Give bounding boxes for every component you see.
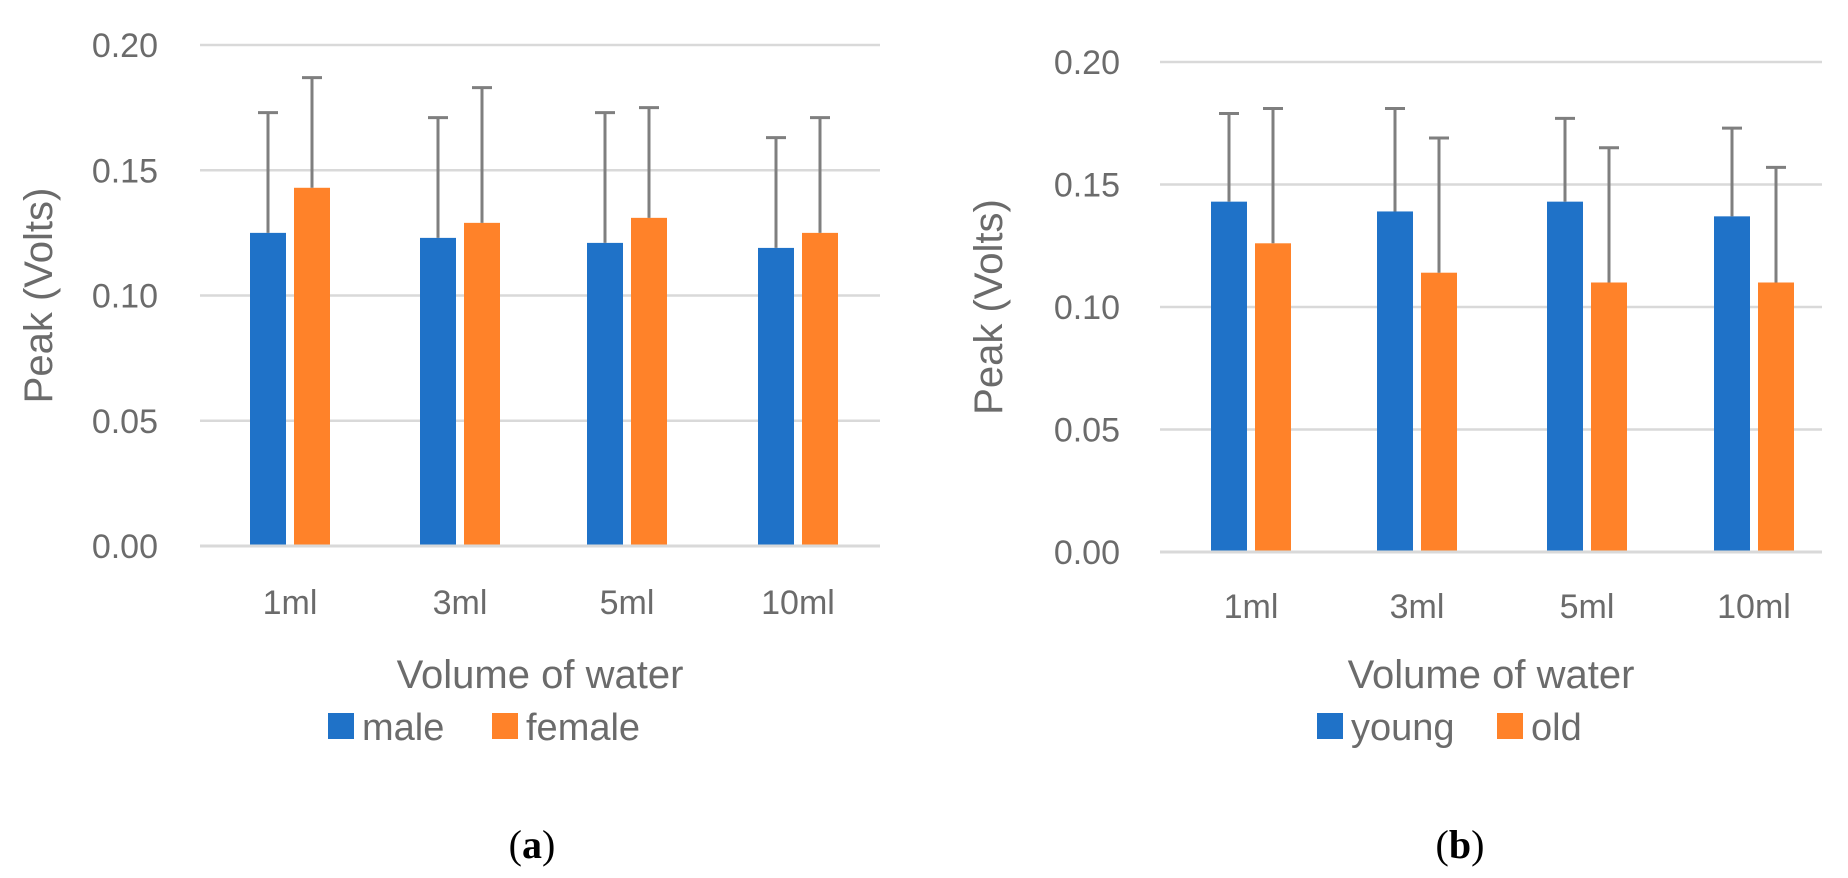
legend-label-young: young [1351,707,1455,749]
x-tick-label: 10ml [1717,588,1791,626]
y-tick-label: 0.00 [92,528,158,566]
bar-male [250,232,286,546]
panel-label-open: ( [1436,822,1449,867]
legend-label-male: male [362,707,444,749]
chart-panel-b: 0.00 0.05 0.10 0.15 0.20 1ml 3ml 5ml 10ml Volume … [967,44,1822,867]
x-tick-label: 3ml [1390,588,1445,626]
bar-female [464,222,500,547]
y-tick-label: 0.00 [1054,534,1120,572]
bar-female [631,217,667,546]
bar-young [1377,211,1413,552]
bar-male [420,237,456,546]
bar-female [294,187,330,546]
bar-male [758,247,794,546]
y-tick-label: 0.20 [92,27,158,65]
bar-old [1591,282,1627,552]
legend-label-old: old [1531,707,1582,749]
bar-old [1758,282,1794,552]
chart-panel-a: 0.00 0.05 0.10 0.15 0.20 1ml 3ml 5ml 10ml Volume … [17,27,880,867]
x-tick-label: 1ml [1224,588,1279,626]
panel-label-letter: a [522,822,542,867]
x-tick-label: 5ml [600,584,655,622]
x-tick-label: 10ml [761,584,835,622]
bar-young [1211,201,1247,552]
x-axis-title: Volume of water [397,653,684,697]
x-tick-label: 1ml [263,584,318,622]
y-tick-label: 0.20 [1054,44,1120,82]
y-tick-label: 0.15 [1054,167,1120,205]
legend-swatch-female [492,713,518,739]
y-tick-label: 0.10 [1054,289,1120,327]
bar-old [1421,272,1457,552]
y-tick-label: 0.05 [1054,412,1120,450]
bar-female [802,232,838,546]
bar-young [1714,216,1750,552]
panel-label: (b) [1436,822,1485,867]
y-tick-label: 0.10 [92,278,158,316]
panel-label-close: ) [1471,822,1484,867]
y-axis-title: Peak (Volts) [967,199,1011,415]
panel-label: (a) [509,822,556,867]
x-axis-title: Volume of water [1348,653,1635,697]
x-tick-label: 3ml [433,584,488,622]
y-axis-title: Peak (Volts) [17,188,61,404]
y-tick-label: 0.05 [92,403,158,441]
panel-label-close: ) [542,822,555,867]
x-tick-label: 5ml [1560,588,1615,626]
panel-label-letter: b [1449,822,1471,867]
legend-label-female: female [526,707,640,749]
bar-male [587,242,623,546]
legend-swatch-old [1497,713,1523,739]
legend-swatch-young [1317,713,1343,739]
bar-young [1547,201,1583,552]
panel-label-open: ( [509,822,522,867]
bar-old [1255,243,1291,553]
legend-swatch-male [328,713,354,739]
y-tick-label: 0.15 [92,152,158,190]
